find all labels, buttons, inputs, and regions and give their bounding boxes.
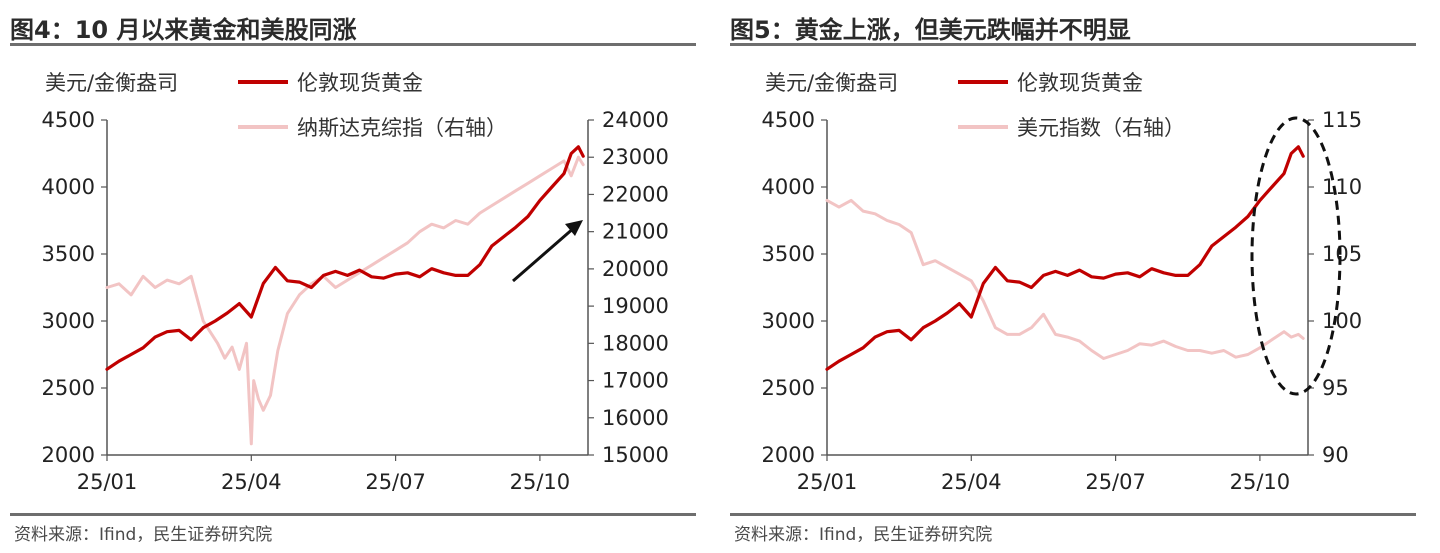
trend-arrow-head xyxy=(565,220,583,236)
chart-panel-left: 图4：10 月以来黄金和美股同涨 美元/金衡盎司 伦敦现货黄金纳斯达克综指（右轴）… xyxy=(10,16,696,545)
y-tick-label-right: 16000 xyxy=(602,406,669,430)
y-tick-label-right: 105 xyxy=(1322,242,1362,266)
y-tick-label-left: 3500 xyxy=(762,242,815,266)
x-tick-label: 25/10 xyxy=(510,470,571,494)
y-tick-label-right: 110 xyxy=(1322,175,1362,199)
footer-rule xyxy=(10,513,696,516)
legend-label: 伦敦现货黄金 xyxy=(1017,71,1143,95)
x-tick-label: 25/04 xyxy=(941,470,1002,494)
series-line-secondary xyxy=(105,155,585,446)
y-unit-label: 美元/金衡盎司 xyxy=(765,71,898,95)
y-tick-label-left: 4500 xyxy=(762,108,815,132)
y-tick-label-right: 22000 xyxy=(602,182,669,206)
series-line-secondary xyxy=(825,198,1305,360)
series-line-gold xyxy=(825,145,1305,371)
x-tick-label: 25/07 xyxy=(1085,470,1146,494)
y-tick-label-right: 21000 xyxy=(602,220,669,244)
source-note: 资料来源：Ifind，民生证券研究院 xyxy=(734,525,993,545)
y-tick-label-right: 19000 xyxy=(602,294,669,318)
highlight-ellipse xyxy=(1250,116,1342,396)
y-tick-label-right: 100 xyxy=(1322,309,1362,333)
y-unit-label: 美元/金衡盎司 xyxy=(45,71,178,95)
y-tick-label-left: 4000 xyxy=(42,175,95,199)
y-tick-label-right: 95 xyxy=(1322,376,1349,400)
y-tick-label-left: 2000 xyxy=(762,443,815,467)
y-tick-label-left: 3000 xyxy=(42,309,95,333)
trend-arrow-line xyxy=(512,225,576,283)
figure-title: 图5：黄金上涨，但美元跌幅并不明显 xyxy=(730,16,1131,44)
title-rule xyxy=(10,43,696,46)
chart-panel-right: 图5：黄金上涨，但美元跌幅并不明显 美元/金衡盎司 伦敦现货黄金美元指数（右轴） 2… xyxy=(720,0,1440,553)
y-tick-label-right: 15000 xyxy=(602,443,669,467)
x-tick-label: 25/07 xyxy=(365,470,426,494)
y-tick-label-right: 18000 xyxy=(602,331,669,355)
y-tick-label-left: 4500 xyxy=(42,108,95,132)
y-tick-label-right: 24000 xyxy=(602,108,669,132)
title-rule xyxy=(730,43,1416,46)
x-tick-label: 25/10 xyxy=(1230,470,1291,494)
y-tick-label-right: 90 xyxy=(1322,443,1349,467)
y-tick-label-right: 20000 xyxy=(602,257,669,281)
y-tick-label-right: 115 xyxy=(1322,108,1362,132)
x-tick-label: 25/01 xyxy=(797,470,858,494)
footer-rule xyxy=(730,513,1416,516)
y-tick-label-left: 3500 xyxy=(42,242,95,266)
source-note: 资料来源：Ifind，民生证券研究院 xyxy=(14,525,273,545)
y-tick-label-left: 2000 xyxy=(42,443,95,467)
y-tick-label-left: 3000 xyxy=(762,309,815,333)
y-tick-label-left: 2500 xyxy=(762,376,815,400)
x-tick-label: 25/04 xyxy=(221,470,282,494)
series-line-gold xyxy=(105,145,585,371)
legend-label: 伦敦现货黄金 xyxy=(297,71,423,95)
figure-title: 图4：10 月以来黄金和美股同涨 xyxy=(10,16,357,44)
y-tick-label-right: 23000 xyxy=(602,145,669,169)
x-tick-label: 25/01 xyxy=(77,470,138,494)
y-tick-label-left: 2500 xyxy=(42,376,95,400)
y-tick-label-left: 4000 xyxy=(762,175,815,199)
y-tick-label-right: 17000 xyxy=(602,369,669,393)
legend-label: 美元指数（右轴） xyxy=(1017,116,1185,140)
legend-label: 纳斯达克综指（右轴） xyxy=(297,116,507,140)
